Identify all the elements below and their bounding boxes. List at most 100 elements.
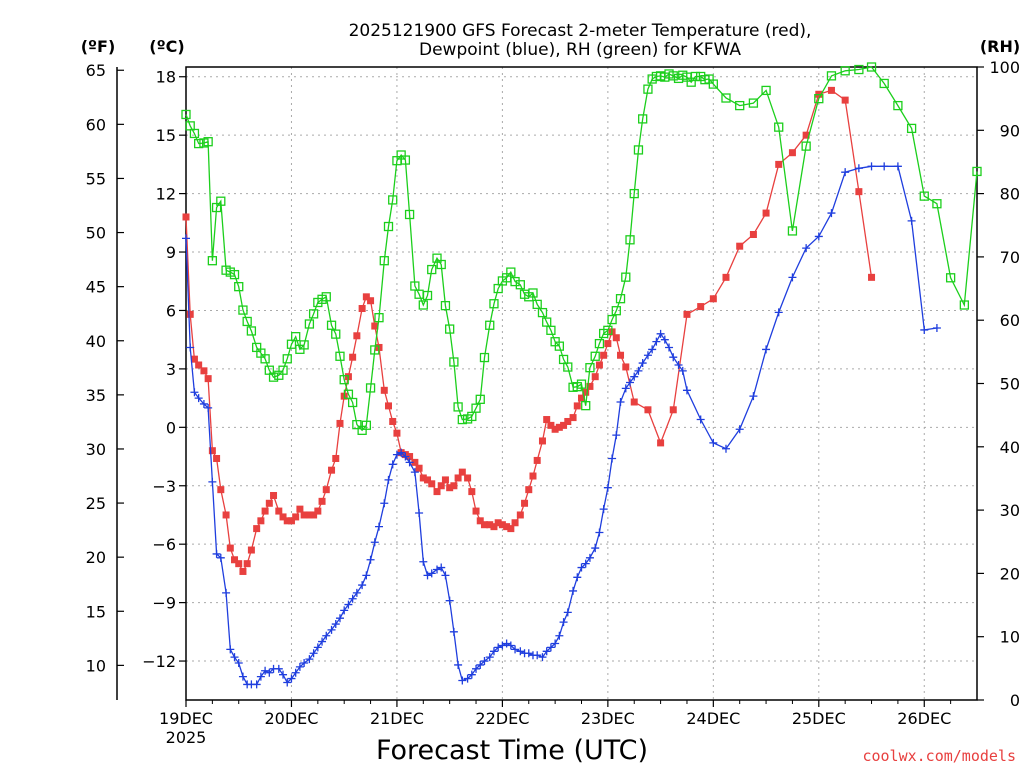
celsius-tick-label: 18 (156, 68, 176, 87)
dewpoint-point (880, 162, 889, 171)
dewpoint-point (362, 571, 371, 580)
dewpoint-point (291, 668, 300, 677)
temperature-point (222, 511, 230, 519)
time-tick-label: 24DEC (686, 709, 740, 728)
temperature-point (582, 388, 590, 396)
temperature-point (827, 86, 835, 94)
temperature-point (578, 394, 585, 402)
celsius-tick-label: −9 (152, 594, 176, 613)
rh-point (189, 128, 200, 139)
dewpoint-point (603, 483, 612, 492)
dewpoint-point (423, 571, 432, 580)
dewpoint-point (352, 588, 361, 597)
rh-point (379, 256, 389, 266)
rh-point (510, 276, 520, 287)
rh-point (246, 326, 257, 336)
dewpoint-point (348, 594, 357, 603)
temperature-point (533, 456, 541, 464)
fahrenheit-tick-label: 30 (86, 440, 106, 459)
temperature-point (788, 149, 796, 157)
dewpoint-point (907, 216, 916, 225)
dewpoint-point (735, 425, 744, 434)
rh-point (436, 259, 446, 270)
rh-point (906, 123, 917, 134)
temperature-point (204, 375, 212, 383)
dewpoint-point (749, 392, 758, 401)
time-tick-label: 25DEC (792, 709, 846, 728)
dewpoint-point (252, 680, 261, 689)
celsius-tick-label: 0 (166, 418, 176, 437)
temperature-point (521, 499, 529, 507)
temperature-point (569, 414, 577, 422)
dewpoint-point (433, 565, 442, 574)
dewpoint-point (506, 641, 515, 650)
dewpoint-series (182, 162, 941, 689)
fahrenheit-tick-label: 40 (86, 332, 106, 351)
dewpoint-point (476, 660, 485, 669)
dewpoint-point (533, 651, 542, 660)
rh-point (304, 319, 315, 329)
time-tick-label: 20DEC (264, 709, 318, 728)
temperature-point (622, 363, 630, 371)
dewpoint-point (502, 639, 511, 648)
temperature-point (657, 439, 665, 447)
dewpoint-point (516, 647, 525, 656)
time-tick-label: 26DEC (897, 709, 951, 728)
temperature-point (328, 466, 336, 474)
rh-point (633, 145, 644, 155)
temperature-point (507, 525, 515, 533)
rh-point (361, 420, 371, 430)
time-tick-label: 21DEC (370, 709, 424, 728)
temperature-point (247, 546, 255, 554)
rh-unit-label: (RH) (980, 37, 1020, 56)
temperature-point (802, 131, 810, 139)
temperature-point (446, 484, 454, 492)
temperature-point (384, 402, 392, 410)
rh-point (216, 196, 226, 206)
dewpoint-point (238, 672, 247, 681)
rh-point (690, 71, 701, 82)
dewpoint-point (498, 641, 507, 650)
time-tick-label: 22DEC (475, 709, 529, 728)
temperature-point (617, 351, 625, 359)
temperature-point (669, 406, 677, 414)
fahrenheit-axis: 65 60 55 50 45 40 35 30 25 20 15 10 (86, 61, 124, 675)
fahrenheit-tick-label: 15 (86, 602, 106, 621)
rh-point (932, 199, 942, 209)
fahrenheit-tick-label: 45 (86, 278, 106, 297)
dewpoint-point (595, 528, 604, 537)
temperature-point (841, 96, 849, 104)
rh-point (445, 324, 455, 334)
dewpoint-point (230, 653, 239, 662)
temperature-point (494, 519, 502, 527)
rh-point (879, 78, 889, 89)
dewpoint-point (212, 549, 221, 558)
temperature-point (261, 507, 269, 515)
temperature-point (411, 458, 419, 466)
rh-point (721, 93, 731, 103)
rh-point (826, 71, 837, 81)
fahrenheit-tick-label: 35 (86, 386, 106, 405)
fahrenheit-unit-label: (ºF) (81, 37, 116, 56)
temperature-point (564, 417, 572, 425)
temperature-point (490, 523, 498, 531)
rh-tick-label: 60 (1000, 311, 1020, 330)
dewpoint-point (696, 415, 705, 424)
temperature-point (257, 517, 265, 525)
rh-tick-label: 10 (1000, 628, 1020, 647)
temperature-point (551, 425, 559, 433)
temperature-point (538, 437, 546, 445)
rh-point (893, 100, 903, 111)
temperature-point (516, 511, 524, 519)
temperature-point (428, 480, 436, 488)
x-year-label: 2025 (166, 728, 207, 747)
rh-point (427, 264, 437, 275)
temperature-point (186, 310, 194, 318)
temperature-point (511, 519, 519, 527)
rh-point (326, 320, 337, 330)
dewpoint-point (410, 468, 419, 477)
dewpoint-point (652, 337, 661, 346)
rh-point (945, 273, 956, 283)
temperature-point (243, 560, 251, 568)
dewpoint-point (309, 649, 318, 658)
